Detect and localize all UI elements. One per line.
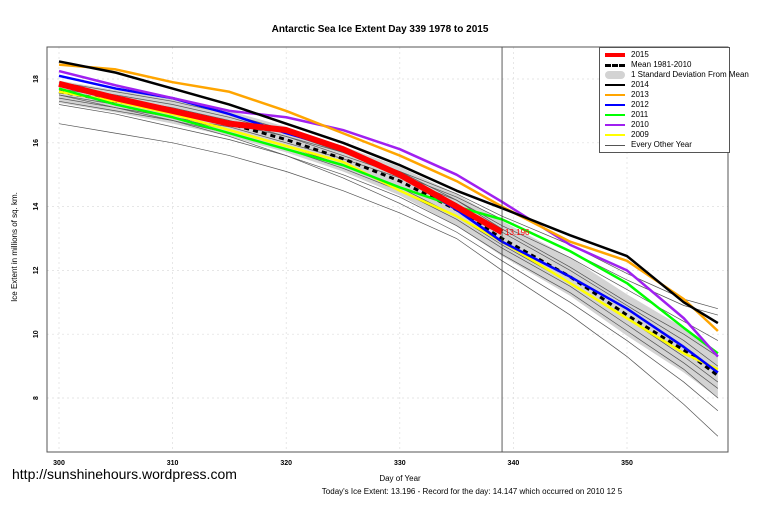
series-line-2009 (58, 90, 719, 371)
legend-item: 1 Standard Deviation From Mean (600, 70, 749, 80)
chart-subtitle: Today's Ice Extent: 13.196 - Record for … (321, 487, 623, 496)
watermark-url: http://sunshinehours.wordpress.com (12, 466, 237, 482)
legend-label: Every Other Year (631, 140, 692, 149)
legend-swatch (605, 133, 625, 137)
legend-swatch (605, 71, 625, 79)
other-year-line (58, 123, 719, 437)
x-axis-label: Day of Year (379, 474, 421, 483)
legend-label: Mean 1981-2010 (631, 60, 692, 69)
legend-item: 2014 (600, 80, 729, 90)
x-tick-label: 300 (53, 460, 65, 467)
legend: 2015 Mean 1981-2010 1 Standard Deviation F… (599, 47, 749, 153)
legend-swatch (605, 144, 625, 146)
legend-item: 2012 (600, 100, 729, 110)
legend-item: 2011 (600, 110, 729, 120)
legend-label: 2015 (631, 50, 649, 59)
legend-label: 2011 (631, 110, 649, 119)
legend-item: 2010 (600, 120, 729, 130)
legend-item: 2013 (600, 90, 729, 100)
legend-label: 2014 (631, 80, 649, 89)
x-tick-label: 330 (394, 460, 406, 467)
y-tick-label: 18 (33, 75, 40, 83)
legend-item: Mean 1981-2010 (600, 60, 729, 70)
legend-swatch (605, 53, 625, 57)
legend-item: 2015 (600, 50, 729, 60)
series-line-mean-1981-2010 (58, 90, 719, 377)
x-tick-label: 310 (167, 460, 179, 467)
y-tick-label: 16 (33, 139, 40, 147)
legend-item: Every Other Year (600, 140, 729, 150)
other-year-line (58, 94, 719, 412)
legend-label: 2009 (631, 130, 649, 139)
series-line-2011 (58, 87, 719, 355)
legend-label: 2010 (631, 120, 649, 129)
legend-swatch (605, 83, 625, 87)
y-tick-label: 12 (33, 266, 40, 274)
y-tick-label: 10 (33, 330, 40, 338)
x-tick-label: 320 (280, 460, 292, 467)
y-tick-label: 14 (33, 203, 40, 211)
series-line-2013 (58, 63, 719, 332)
y-axis-label: Ice Extent in millions of sq. km. (10, 192, 19, 302)
y-tick-label: 8 (33, 396, 40, 400)
legend-swatch (605, 63, 625, 67)
current-value-label: 13.196 (505, 228, 530, 237)
legend-swatch (605, 113, 625, 117)
legend-swatch (605, 103, 625, 107)
legend-swatch (605, 123, 625, 127)
plot-border (46, 46, 729, 453)
legend-label: 2012 (631, 100, 649, 109)
x-tick-label: 340 (508, 460, 520, 467)
series-line-2014 (58, 60, 719, 325)
other-year-line (58, 104, 719, 399)
legend-label: 1 Standard Deviation From Mean (631, 70, 749, 79)
series-line-2015 (58, 80, 504, 235)
legend-swatch (605, 93, 625, 97)
chart-title: Antarctic Sea Ice Extent Day 339 1978 to… (271, 24, 489, 35)
legend-label: 2013 (631, 90, 649, 99)
x-tick-label: 350 (621, 460, 633, 467)
series-line-2010 (58, 69, 719, 358)
legend-item: 2009 (600, 130, 729, 140)
